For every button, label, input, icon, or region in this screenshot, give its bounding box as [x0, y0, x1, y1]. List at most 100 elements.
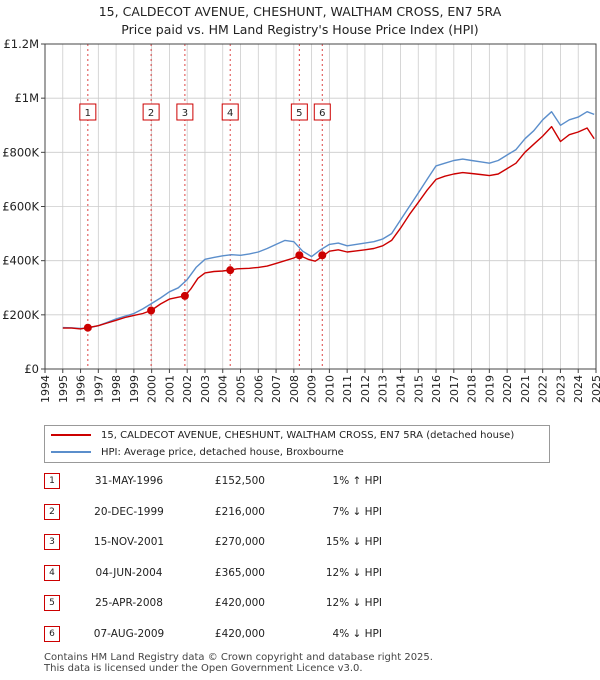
- sale-date: 25-APR-2008: [95, 597, 163, 609]
- sale-point: [180, 291, 189, 300]
- table-row: 2 20-DEC-1999 £216,000 7% ↓ HPI: [44, 503, 564, 523]
- sale-price: £152,500: [214, 475, 265, 487]
- y-tick-label: £1M: [14, 91, 39, 105]
- legend-label-property: 15, CALDECOT AVENUE, CHESHUNT, WALTHAM C…: [101, 429, 515, 441]
- table-row: 3 15-NOV-2001 £270,000 15% ↓ HPI: [44, 533, 564, 553]
- sale-point: [318, 251, 327, 260]
- x-tick-label: 2003: [199, 375, 212, 403]
- sale-price: £420,000: [214, 627, 265, 640]
- x-tick-label: 2006: [252, 375, 265, 403]
- sale-number-label: 3: [182, 108, 188, 119]
- x-tick-label: 2009: [306, 375, 319, 403]
- sale-number-label: 2: [148, 108, 154, 119]
- sale-number-label: 4: [227, 108, 233, 119]
- table-row: 1 31-MAY-1996 £152,500 1% ↑ HPI: [44, 472, 564, 492]
- x-tick-label: 2010: [323, 375, 336, 403]
- sale-price: £420,000: [214, 597, 265, 609]
- sale-point: [83, 323, 92, 332]
- x-tick-label: 2021: [519, 375, 532, 403]
- footer-copyright: Contains HM Land Registry data © Crown c…: [44, 652, 433, 663]
- y-tick-label: £400K: [2, 254, 39, 268]
- table-row: 4 04-JUN-2004 £365,000 12% ↓ HPI: [44, 564, 564, 584]
- x-tick-label: 2004: [217, 375, 230, 403]
- x-tick-label: 2022: [537, 375, 550, 403]
- x-tick-label: 1997: [92, 375, 105, 403]
- x-tick-label: 2020: [501, 375, 514, 403]
- sale-number-box: [290, 103, 308, 121]
- sale-number-badge: 2: [44, 503, 60, 520]
- sale-hpi-diff: 1% ↑ HPI: [332, 475, 382, 487]
- sale-point: [295, 251, 304, 260]
- x-tick-label: 2024: [572, 375, 585, 403]
- y-tick-label: £200K: [2, 308, 39, 322]
- sale-point: [226, 266, 235, 275]
- footer: Contains HM Land Registry data © Crown c…: [44, 652, 433, 674]
- sale-number-badge: 3: [44, 534, 60, 550]
- sale-number-badge: 6: [44, 625, 60, 642]
- x-tick-label: 2023: [554, 375, 567, 403]
- x-tick-label: 2001: [163, 375, 176, 403]
- sale-number-label: 1: [85, 108, 91, 119]
- sale-price: £270,000: [214, 536, 265, 548]
- sale-date: 31-MAY-1996: [94, 475, 164, 487]
- x-tick-label: 2016: [430, 375, 443, 403]
- y-tick-label: £0: [24, 362, 39, 376]
- sale-number-badge: 4: [44, 564, 60, 581]
- sale-price: £216,000: [214, 505, 265, 518]
- sale-number-box: [142, 103, 160, 121]
- plot-frame: [44, 43, 597, 370]
- sale-number-box: [176, 103, 194, 121]
- x-tick-label: 2005: [235, 375, 248, 403]
- sale-number-box: [313, 103, 331, 121]
- y-tick-label: £800K: [2, 145, 39, 159]
- x-tick-label: 2007: [270, 375, 283, 403]
- legend-item-property: 15, CALDECOT AVENUE, CHESHUNT, WALTHAM C…: [51, 427, 514, 443]
- legend-line-hpi: [51, 451, 91, 453]
- x-tick-label: 2008: [288, 375, 301, 403]
- x-tick-label: 2025: [590, 375, 600, 403]
- sale-date: 07-AUG-2009: [93, 627, 165, 640]
- sale-point: [147, 306, 156, 315]
- sale-number-label: 6: [319, 108, 325, 119]
- price-chart: 1 2 3 4 5 6 1994 1995 1996 1997 1998 1999 2000 2001 2…: [2, 37, 600, 403]
- x-tick-label: 2017: [448, 375, 461, 403]
- chart-subtitle: Price paid vs. HM Land Registry's House …: [121, 22, 479, 37]
- legend-item-hpi: HPI: Average price, detached house, Brox…: [51, 444, 344, 460]
- y-tick-label: £1.2M: [3, 37, 39, 51]
- sale-hpi-diff: 4% ↓ HPI: [332, 627, 382, 640]
- x-tick-label: 1998: [110, 375, 123, 403]
- sale-price: £365,000: [214, 566, 265, 579]
- sale-number-badge: 1: [44, 473, 60, 489]
- sale-hpi-diff: 7% ↓ HPI: [332, 505, 382, 518]
- sale-number-box: [221, 103, 239, 121]
- x-tick-label: 1994: [39, 375, 52, 403]
- sale-hpi-diff: 15% ↓ HPI: [325, 536, 382, 548]
- x-tick-label: 2015: [412, 375, 425, 403]
- sale-hpi-diff: 12% ↓ HPI: [325, 566, 382, 579]
- x-tick-label: 1996: [75, 375, 88, 403]
- x-tick-label: 2013: [377, 375, 390, 403]
- hpi-series-line: [62, 111, 595, 330]
- x-tick-label: 2002: [181, 375, 194, 403]
- table-row: 5 25-APR-2008 £420,000 12% ↓ HPI: [44, 594, 564, 614]
- x-tick-label: 2011: [341, 375, 354, 403]
- legend-label-hpi: HPI: Average price, detached house, Brox…: [101, 446, 344, 458]
- sale-number-label: 5: [296, 108, 302, 119]
- chart-legend: 15, CALDECOT AVENUE, CHESHUNT, WALTHAM C…: [44, 425, 550, 463]
- sale-number-badge: 5: [44, 595, 60, 611]
- sale-date: 04-JUN-2004: [95, 566, 163, 579]
- x-tick-label: 2012: [359, 375, 372, 403]
- legend-line-property: [51, 434, 91, 436]
- sale-date: 20-DEC-1999: [94, 505, 164, 518]
- x-tick-label: 2014: [394, 375, 407, 403]
- chart-title: 15, CALDECOT AVENUE, CHESHUNT, WALTHAM C…: [98, 4, 502, 19]
- sale-hpi-diff: 12% ↓ HPI: [325, 597, 382, 609]
- footer-licence: This data is licensed under the Open Gov…: [44, 663, 363, 674]
- x-tick-label: 2019: [483, 375, 496, 403]
- sale-number-box: [79, 103, 97, 121]
- y-tick-label: £600K: [2, 200, 39, 214]
- x-tick-label: 2018: [466, 375, 479, 403]
- x-tick-label: 2000: [146, 375, 159, 403]
- sale-date: 15-NOV-2001: [93, 536, 165, 548]
- table-row: 6 07-AUG-2009 £420,000 4% ↓ HPI: [44, 625, 564, 645]
